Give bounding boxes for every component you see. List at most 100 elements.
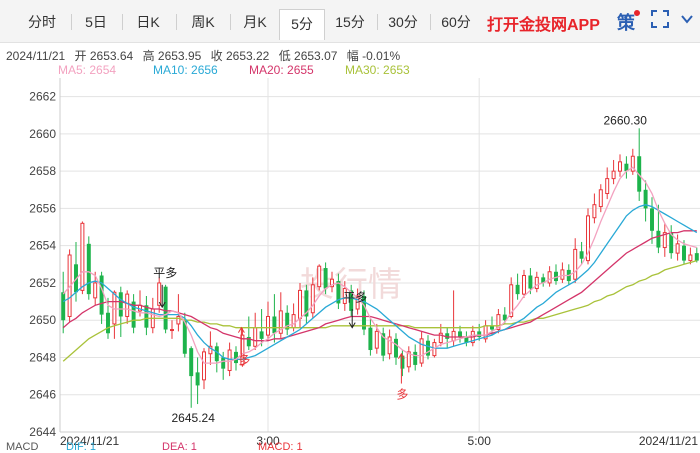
candle-down: [528, 275, 533, 289]
candle-down: [144, 305, 149, 328]
high-price-label: 2660.30: [604, 113, 648, 127]
signal-long-label: 多: [238, 353, 250, 367]
legend-ma20: MA20: 2655: [249, 63, 314, 77]
candle-up: [278, 310, 283, 334]
info-open: 开 2653.64: [74, 49, 134, 63]
ma20-line: [62, 230, 697, 342]
candle-up: [342, 288, 347, 304]
candle-down: [259, 331, 264, 339]
candle-up: [291, 314, 296, 329]
chevron-down-icon[interactable]: [680, 12, 694, 26]
candle-down: [221, 357, 226, 369]
x-tick-label: 2024/11/21: [639, 434, 698, 448]
tab-5day[interactable]: 5日: [85, 14, 107, 30]
y-axis: 2644 2646 2648 2650 2652 2654 2656 2658 2660 2662: [29, 90, 56, 439]
legend-dea: DEA: 1: [162, 441, 197, 453]
candle-down: [304, 290, 309, 317]
candle-up: [355, 295, 360, 310]
candle-up: [317, 265, 322, 288]
x-tick-label: 2024/11/21: [60, 434, 119, 448]
tab-divider: [122, 14, 123, 30]
tab-15min[interactable]: 15分: [335, 14, 365, 30]
legend-ma5: MA5: 2654: [58, 63, 117, 77]
candle-down: [477, 331, 482, 337]
y-tick-label: 2658: [29, 164, 56, 178]
signal-long-arrow-head: [237, 326, 245, 333]
info-low: 低 2653.07: [278, 49, 338, 63]
fullscreen-icon[interactable]: [651, 10, 669, 28]
candle-up: [522, 274, 526, 295]
candle-up: [176, 315, 181, 325]
y-tick-label: 2654: [29, 239, 56, 253]
tab-fenshi[interactable]: 分时: [28, 14, 56, 30]
candle-down: [694, 253, 699, 261]
tab-divider: [430, 14, 431, 30]
candle-up: [266, 315, 270, 336]
legend-ma30: MA30: 2653: [345, 63, 410, 77]
info-high: 高 2653.95: [142, 49, 202, 63]
candle-up: [125, 293, 130, 317]
candle-down: [182, 320, 187, 354]
candle-down: [131, 301, 136, 328]
candle-down: [579, 251, 584, 259]
candle-down: [362, 295, 366, 330]
candle-up: [534, 276, 539, 290]
candle-down: [336, 281, 341, 304]
candle-down: [195, 372, 200, 386]
candle-up: [598, 189, 603, 208]
candle-down: [669, 232, 674, 254]
candle-down: [272, 316, 277, 334]
candle-down: [458, 331, 462, 337]
tab-divider: [230, 14, 231, 30]
open-app-link[interactable]: 打开金投网APP: [487, 17, 600, 34]
ma5-line: [62, 166, 697, 364]
chart-grid: [59, 78, 700, 433]
candle-up: [496, 314, 501, 331]
candle-down: [106, 312, 110, 334]
candle-down: [163, 286, 168, 330]
candle-down: [624, 163, 629, 172]
signal-flat-long-label: 平多: [343, 290, 367, 304]
candle-down: [464, 336, 469, 343]
candle-down: [656, 230, 661, 248]
candle-down: [246, 336, 251, 347]
y-tick-label: 2648: [29, 350, 56, 364]
candle-up: [419, 338, 424, 364]
candle-up: [509, 284, 514, 317]
tab-weekly-k[interactable]: 周K: [191, 14, 215, 30]
candle-down: [394, 338, 398, 358]
info-date: 2024/11/21: [6, 49, 66, 63]
y-tick-label: 2660: [29, 127, 56, 141]
candle-up: [170, 329, 174, 332]
low-price-label: 2645.24: [172, 411, 216, 425]
signal-flat-long-label: 平多: [153, 266, 177, 280]
candle-up: [202, 351, 206, 381]
strategy-icon[interactable]: 策: [617, 13, 635, 33]
candle-up: [253, 327, 258, 347]
y-tick-label: 2652: [29, 276, 56, 290]
legend-ma10: MA10: 2656: [153, 63, 218, 77]
tab-divider: [377, 14, 378, 30]
candle-down: [86, 243, 91, 295]
tab-5min[interactable]: 5分: [279, 9, 325, 40]
candle-up: [611, 170, 616, 180]
candle-up: [330, 278, 334, 288]
tab-monthly-k[interactable]: 月K: [243, 14, 267, 30]
candle-up: [451, 330, 456, 342]
candle-up: [438, 332, 443, 344]
candle-down: [490, 325, 494, 330]
tab-divider: [71, 14, 72, 30]
candle-down: [189, 348, 194, 377]
candle-down: [426, 340, 430, 356]
tab-60min[interactable]: 60分: [441, 14, 471, 30]
candle-down: [515, 284, 520, 295]
tab-30min[interactable]: 30分: [388, 14, 418, 30]
candle-up: [630, 155, 635, 172]
candle-up: [80, 222, 85, 291]
candle-down: [234, 351, 238, 364]
y-tick-label: 2646: [29, 388, 56, 402]
tab-daily-k[interactable]: 日K: [136, 14, 160, 30]
candle-down: [400, 355, 405, 369]
candle-up: [310, 284, 315, 314]
